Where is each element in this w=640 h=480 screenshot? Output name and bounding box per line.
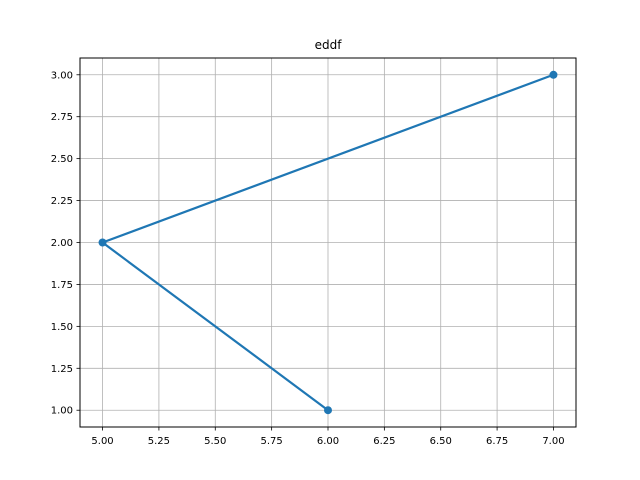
y-tick-label: 1.50 [51,322,73,333]
series-layer [98,70,558,415]
axes: 5.00 5.25 5.50 5.75 6.00 6.25 6.50 6.75 7.00 1.00… [51,70,565,447]
data-point [98,238,107,247]
x-tick-label: 7.00 [542,436,564,447]
y-tick-label: 2.00 [51,238,73,249]
x-tick-label: 6.50 [430,436,452,447]
x-tick-label: 5.00 [91,436,113,447]
y-tick-label: 3.00 [51,70,73,81]
grid [80,58,576,427]
y-tick-label: 1.25 [51,364,73,375]
y-tick-label: 1.75 [51,280,73,291]
x-tick-label: 5.25 [148,436,170,447]
y-tick-label: 2.25 [51,196,73,207]
data-point [324,406,332,415]
x-tick-label: 6.75 [486,436,508,447]
x-tick-label: 6.00 [317,436,339,447]
x-tick-label: 6.25 [373,436,395,447]
x-tick-label: 5.75 [261,436,283,447]
chart-title: eddf [315,38,343,52]
y-tick-label: 2.75 [51,112,73,123]
y-tick-label: 2.50 [51,154,73,165]
y-tick-label: 1.00 [51,406,73,417]
data-point [549,70,558,79]
x-tick-label: 5.50 [204,436,226,447]
